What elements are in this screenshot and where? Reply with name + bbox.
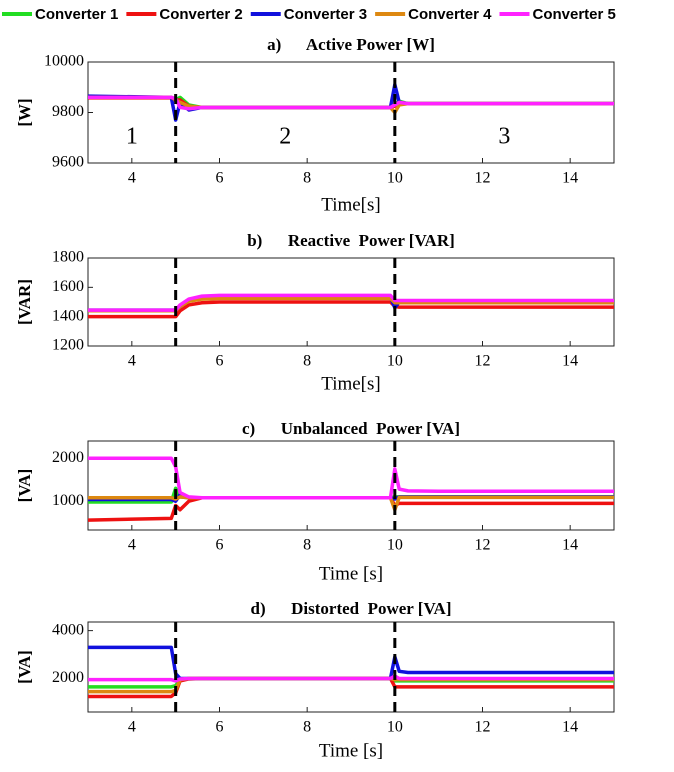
x-tick-label: 12 [475,353,491,370]
legend-label: Converter 2 [159,6,242,23]
x-tick-label: 10 [387,719,403,736]
x-tick-label: 12 [475,537,491,554]
x-tick-label: 6 [216,537,224,554]
chart-title: b) Reactive Power [VAR] [247,231,455,250]
y-axis-label: [VA] [15,469,34,503]
x-tick-label: 8 [303,537,311,554]
chart-title: a) Active Power [W] [267,35,435,54]
x-tick-label: 12 [475,170,491,187]
x-tick-label: 14 [562,537,578,554]
y-tick-label: 10000 [44,53,84,70]
chart-title: d) Distorted Power [VA] [251,599,452,618]
x-tick-label: 4 [128,353,136,370]
x-axis-label: Time[s] [321,194,380,215]
x-tick-label: 8 [303,719,311,736]
x-axis-label: Time [s] [319,740,383,761]
legend-label: Converter 3 [284,6,367,23]
x-tick-label: 8 [303,170,311,187]
legend-label: Converter 4 [408,6,492,23]
y-axis-label: [VAR] [15,279,34,325]
x-tick-label: 10 [387,537,403,554]
legend-label: Converter 1 [35,6,118,23]
x-tick-label: 4 [128,170,136,187]
series-line [88,674,614,683]
y-axis-label: [W] [15,98,34,126]
y-tick-label: 2000 [52,449,84,466]
region-label: 1 [126,123,138,149]
y-tick-label: 9800 [52,103,84,120]
x-tick-label: 6 [216,719,224,736]
plot-area [87,61,615,164]
x-tick-label: 6 [216,170,224,187]
series-line [88,300,614,319]
y-tick-label: 4000 [52,621,84,638]
x-axis-label: Time [s] [319,563,383,584]
y-axis-label: [VA] [15,650,34,684]
y-tick-label: 1600 [52,278,84,295]
x-tick-label: 10 [387,353,403,370]
plot-area [87,621,615,713]
x-tick-label: 14 [562,170,578,187]
x-axis-label: Time[s] [321,373,380,394]
y-tick-label: 1400 [52,307,84,324]
x-tick-label: 10 [387,170,403,187]
x-tick-label: 14 [562,719,578,736]
region-label: 2 [279,123,291,149]
plot-area [87,440,615,531]
x-tick-label: 12 [475,719,491,736]
y-tick-label: 1000 [52,492,84,509]
region-label: 3 [498,123,510,149]
legend-label: Converter 5 [533,6,616,23]
x-tick-label: 6 [216,353,224,370]
x-tick-label: 4 [128,719,136,736]
chart-title: c) Unbalanced Power [VA] [242,419,460,438]
x-tick-label: 14 [562,353,578,370]
y-tick-label: 9600 [52,154,84,171]
y-tick-label: 1200 [52,337,84,354]
y-tick-label: 1800 [52,249,84,266]
y-tick-label: 2000 [52,669,84,686]
x-tick-label: 4 [128,537,136,554]
x-tick-label: 8 [303,353,311,370]
